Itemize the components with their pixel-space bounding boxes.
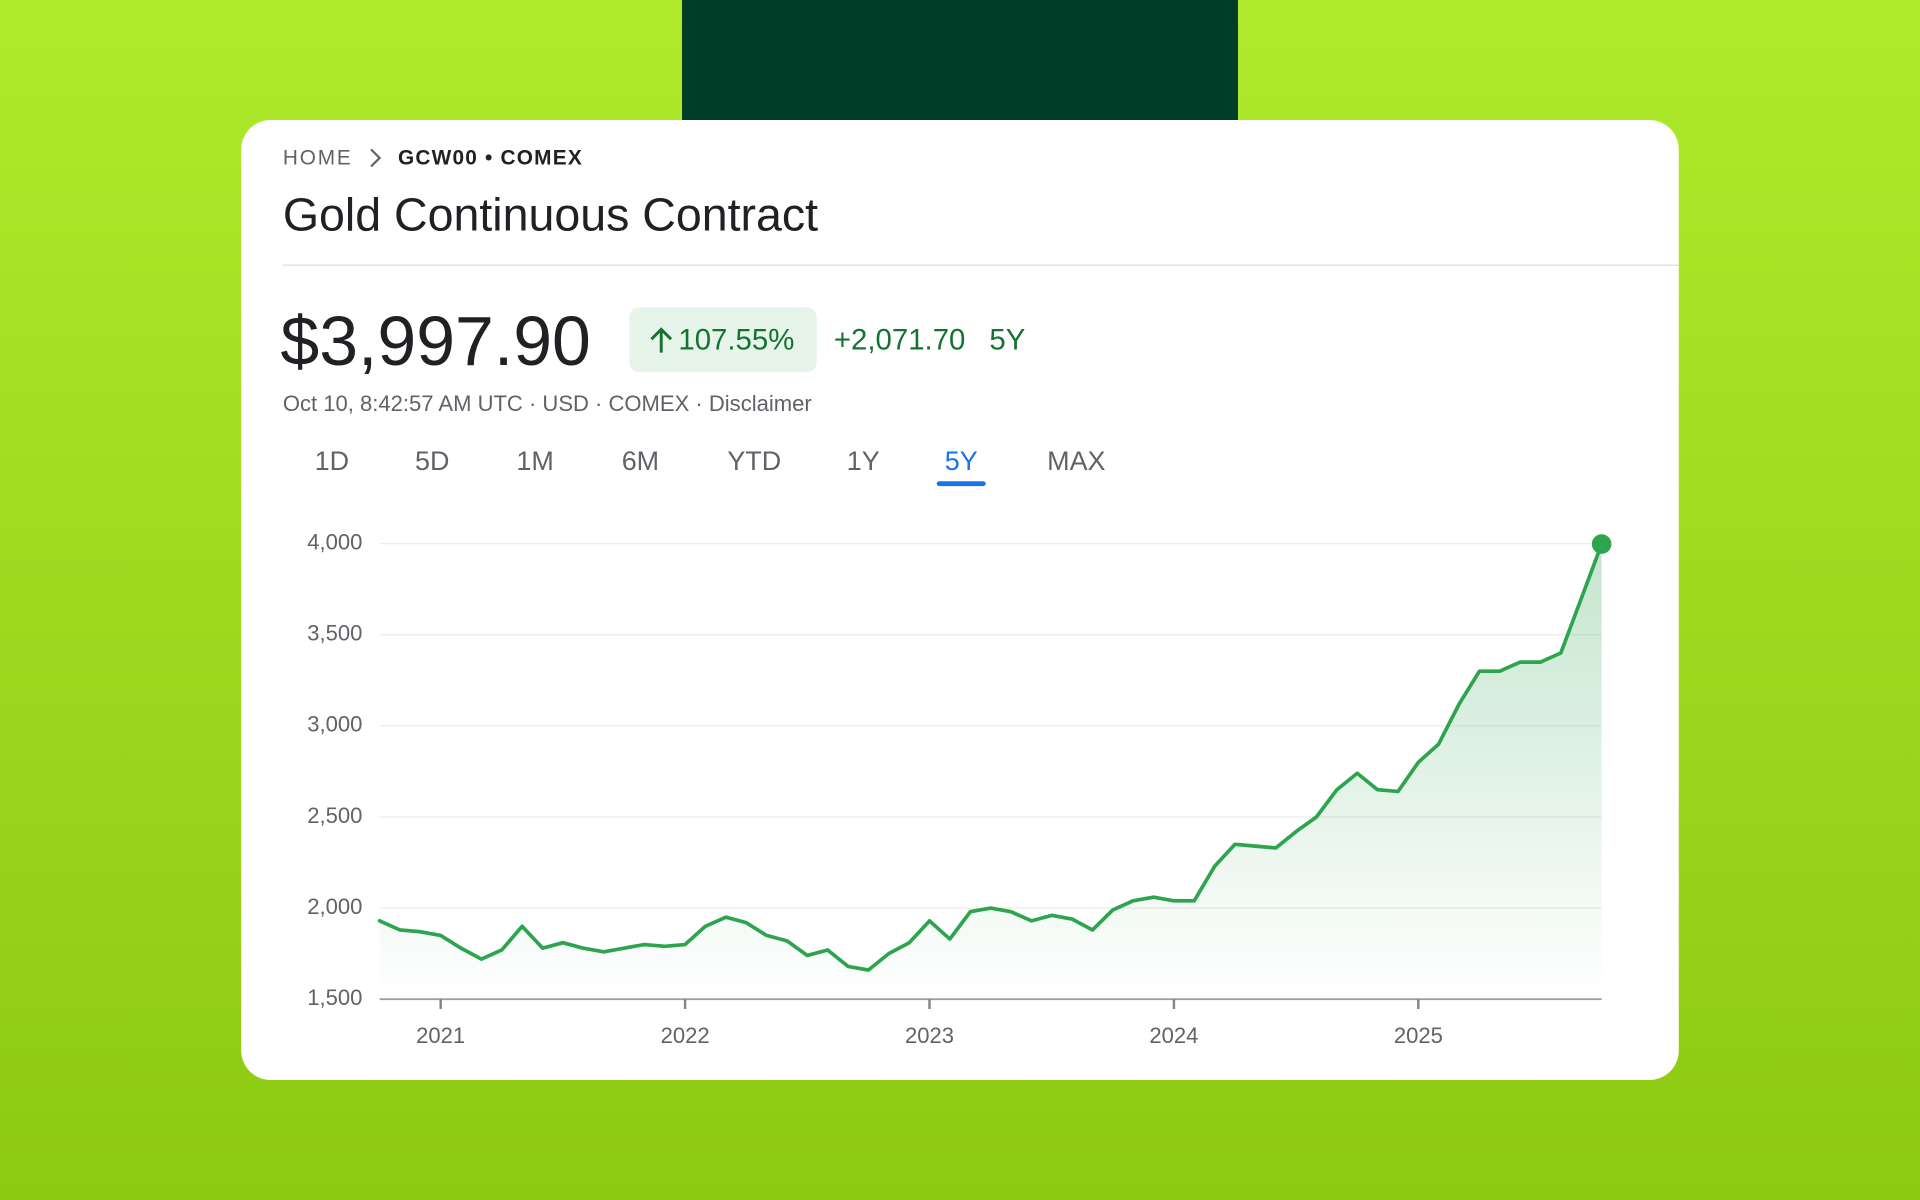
- range-tab[interactable]: YTD: [727, 446, 781, 476]
- range-tab[interactable]: 1Y: [847, 446, 880, 476]
- range-tab[interactable]: 6M: [622, 446, 659, 476]
- y-tick-label: 2,000: [307, 894, 362, 919]
- line-area: [379, 544, 1602, 1000]
- range-tab[interactable]: MAX: [1047, 446, 1105, 476]
- price: $3,997.90: [280, 302, 590, 380]
- y-tick-label: 3,500: [307, 621, 362, 646]
- x-tick-label: 2025: [1394, 1023, 1443, 1048]
- active-tab-underline: [936, 481, 986, 487]
- breadcrumb-current: GCW00 • COMEX: [398, 147, 583, 170]
- x-tick-label: 2024: [1149, 1023, 1198, 1048]
- range-tab[interactable]: 5D: [415, 446, 449, 476]
- up-arrow: [650, 327, 673, 353]
- y-tick-label: 3,000: [307, 712, 362, 737]
- x-tick-label: 2021: [416, 1023, 465, 1048]
- y-tick-label: 2,500: [307, 803, 362, 828]
- last-point: [1591, 534, 1612, 554]
- breadcrumb-chevron: [370, 148, 382, 168]
- range-tabs: 1D 5D 1M 6M YTD 1Y 5Y MAX: [315, 446, 1106, 487]
- change-percent: 107.55%: [678, 323, 794, 356]
- range-tab[interactable]: 5Y: [945, 446, 978, 476]
- y-tick-label: 1,500: [307, 985, 362, 1010]
- x-tick-label: 2022: [661, 1023, 710, 1048]
- change-badge: [629, 307, 817, 373]
- chart: 1,500 2,000 2,500 3,000 3,500 4,000 2021 2022 20…: [307, 530, 1612, 1048]
- y-tick-label: 4,000: [307, 530, 362, 555]
- price-line: [377, 542, 1604, 972]
- breadcrumb-home[interactable]: HOME: [283, 147, 353, 170]
- meta-line: Oct 10, 8:42:57 AM UTC · USD · COMEX · D…: [283, 391, 812, 416]
- top-block: [682, 0, 1238, 120]
- change-period: 5Y: [989, 323, 1025, 356]
- x-tick-label: 2023: [905, 1023, 954, 1048]
- change-value: +2,071.70: [834, 323, 966, 356]
- page-title: Gold Continuous Contract: [283, 188, 818, 240]
- range-tab[interactable]: 1M: [516, 446, 553, 476]
- range-tab[interactable]: 1D: [315, 446, 349, 476]
